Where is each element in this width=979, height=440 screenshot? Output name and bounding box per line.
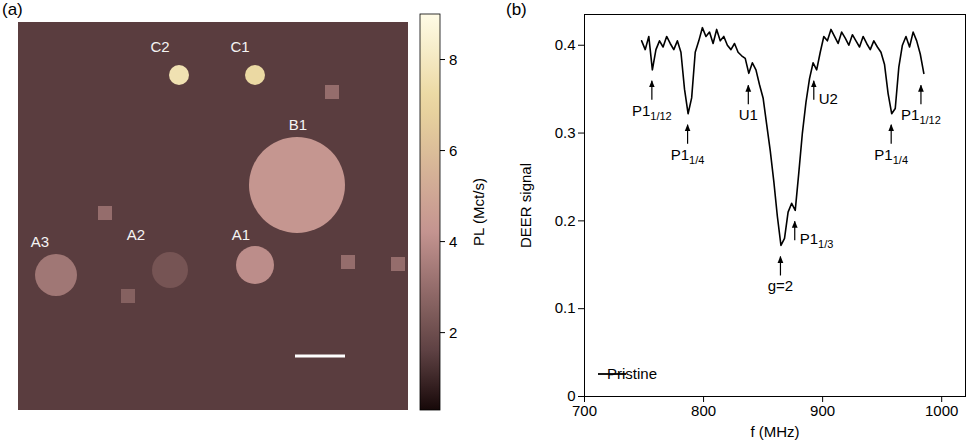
- svg-text:U1: U1: [739, 106, 758, 123]
- svg-text:0.4: 0.4: [555, 36, 576, 53]
- svg-text:A3: A3: [31, 233, 49, 250]
- svg-text:0.2: 0.2: [555, 212, 576, 229]
- svg-text:A2: A2: [127, 226, 145, 243]
- svg-text:B1: B1: [289, 116, 307, 133]
- svg-text:1000: 1000: [925, 402, 958, 419]
- svg-text:U2: U2: [819, 90, 838, 107]
- svg-text:P11/3: P11/3: [800, 230, 834, 250]
- svg-text:P11/4: P11/4: [671, 146, 705, 166]
- svg-text:f (MHz): f (MHz): [750, 423, 799, 440]
- svg-text:C1: C1: [230, 38, 249, 55]
- svg-text:A1: A1: [232, 226, 250, 243]
- svg-text:6: 6: [449, 142, 457, 159]
- svg-text:(a): (a): [2, 0, 23, 19]
- svg-text:PL (Mct/s): PL (Mct/s): [470, 178, 487, 246]
- svg-text:700: 700: [572, 402, 597, 419]
- svg-text:P11/12: P11/12: [632, 102, 672, 122]
- svg-text:800: 800: [691, 402, 716, 419]
- svg-text:P11/4: P11/4: [874, 146, 908, 166]
- svg-text:P11/12: P11/12: [901, 106, 941, 126]
- svg-text:Pristine: Pristine: [607, 365, 657, 382]
- svg-text:C2: C2: [150, 38, 169, 55]
- svg-text:DEER signal: DEER signal: [517, 163, 534, 248]
- svg-text:8: 8: [449, 51, 457, 68]
- svg-text:2: 2: [449, 324, 457, 341]
- svg-text:900: 900: [810, 402, 835, 419]
- html-text:(b): (b): [506, 0, 527, 19]
- svg-text:0.1: 0.1: [555, 299, 576, 316]
- svg-text:0: 0: [567, 387, 576, 405]
- svg-text:4: 4: [449, 233, 457, 250]
- svg-text:g=2: g=2: [768, 277, 793, 294]
- svg-text:0.3: 0.3: [555, 124, 576, 141]
